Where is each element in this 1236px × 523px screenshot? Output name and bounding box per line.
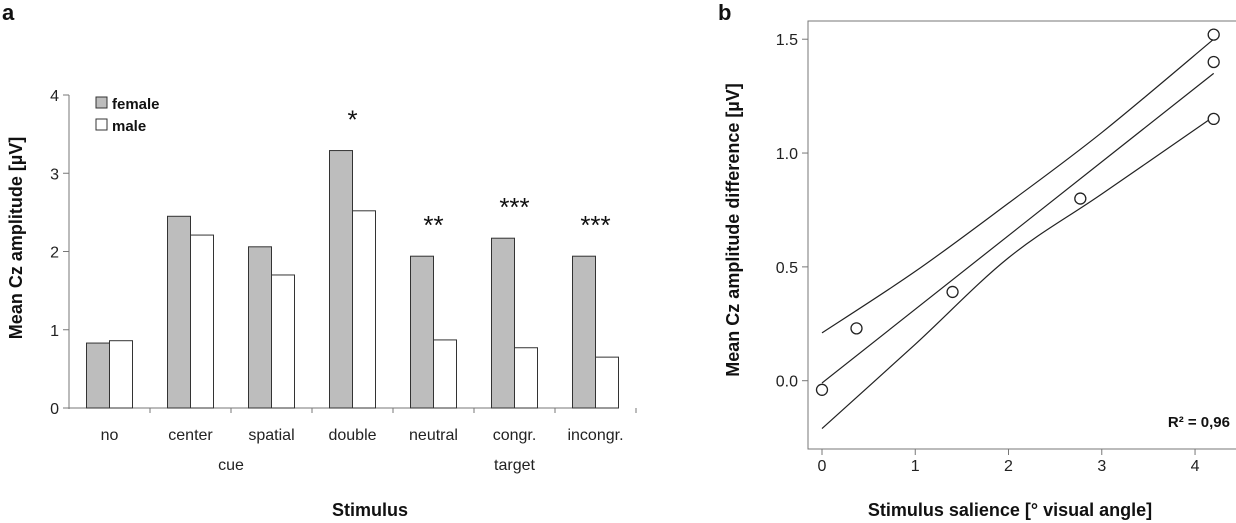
panel-b-x-tick-label: 2 [1004,458,1013,475]
panel-a-x-ticks: no center spatial double neutral congr. incong… [101,408,637,444]
bar-male [190,234,214,409]
panel-b-x-tick-label: 4 [1191,458,1200,475]
panel-b-y-tick-label: 1.0 [776,146,798,163]
panel-a-y-tick-label: 0 [50,401,59,418]
bar-male [433,339,457,409]
scatter-point [1207,55,1220,69]
panel-b-plot-frame [807,20,1236,450]
panel-b-y-tick-label: 0.5 [776,260,798,277]
scatter-point [1074,192,1087,205]
panel-b-x-axis-title: Stimulus salience [° visual angle] [868,500,1152,520]
panel-b-x-tick-label: 0 [818,458,827,475]
panel-b-fit-lines [821,38,1215,429]
panel-a-x-tick-label: congr. [493,427,537,444]
panel-a-y-ticks: 0 1 2 3 4 [50,88,69,418]
panel-b-r-squared: R² = 0,96 [1168,414,1230,431]
significance-mark: ** [423,210,443,240]
bar-female [491,237,515,409]
panel-a-y-tick-label: 1 [50,323,59,340]
panel-a-x-tick-label: incongr. [567,427,623,444]
scatter-point [815,383,829,396]
significance-mark: *** [499,192,529,222]
panel-b-y-tick-label: 1.5 [776,32,798,49]
panel-b-y-ticks: 0.0 0.5 1.0 1.5 [776,32,808,391]
bar-female [86,342,110,409]
legend-label-male: male [112,118,146,135]
panel-a-x-tick-label: center [168,427,213,444]
panel-a-significance-marks: ********* [347,105,610,241]
legend-swatch-female [95,96,108,109]
panel-a-x-tick-label: double [328,427,376,444]
panel-b-label: b [718,0,731,25]
regression-line [821,72,1215,384]
scatter-point [1207,28,1220,41]
panel-a-y-tick-label: 2 [50,245,59,262]
bar-male [595,356,619,409]
panel-a-y-tick-label: 3 [50,166,59,183]
bar-male [514,347,538,409]
bar-male [271,274,295,409]
panel-a-label: a [2,0,15,25]
scatter-point [1207,112,1220,126]
panel-a-y-tick-label: 4 [50,88,59,105]
panel-b-points [815,28,1220,396]
panel-a-bar-chart: a Mean Cz amplitude [µV] Stimulus 01234 … [2,0,637,520]
panel-a-bars [86,150,619,409]
bar-female [329,150,353,409]
panel-b-y-axis-title: Mean Cz amplitude difference [µV] [723,83,743,376]
panel-a-group-labels: cue target [218,457,535,474]
panel-a-group-label: target [494,457,535,474]
panel-a-y-axis-title: Mean Cz amplitude [µV] [6,137,26,339]
bar-female [572,255,596,409]
legend-swatch-male [95,118,108,131]
significance-mark: *** [580,210,610,240]
panel-a-legend: female male [95,96,160,135]
panel-a-group-label: cue [218,457,244,474]
bar-male [109,340,133,409]
panel-a-x-tick-label: neutral [409,427,458,444]
ci-upper-line [821,38,1215,334]
panel-b-x-tick-label: 3 [1097,458,1106,475]
scatter-point [946,285,959,299]
scatter-point [850,322,863,335]
bar-female [248,246,272,409]
panel-a-x-axis-title: Stimulus [332,500,408,520]
panel-a-x-tick-label: no [101,427,119,444]
panel-b-x-tick-label: 1 [911,458,920,475]
panel-b-y-tick-label: 0.0 [776,374,798,391]
panel-a-x-tick-label: spatial [248,427,294,444]
bar-male [352,210,376,409]
bar-female [167,215,191,409]
legend-label-female: female [112,96,160,113]
bar-female [410,255,434,409]
ci-lower-line [821,116,1215,429]
panel-b-x-ticks: 0 1 2 3 4 [818,449,1200,475]
panel-b-scatter-chart: b Mean Cz amplitude difference [µV] Stim… [718,0,1236,520]
significance-mark: * [347,105,357,135]
